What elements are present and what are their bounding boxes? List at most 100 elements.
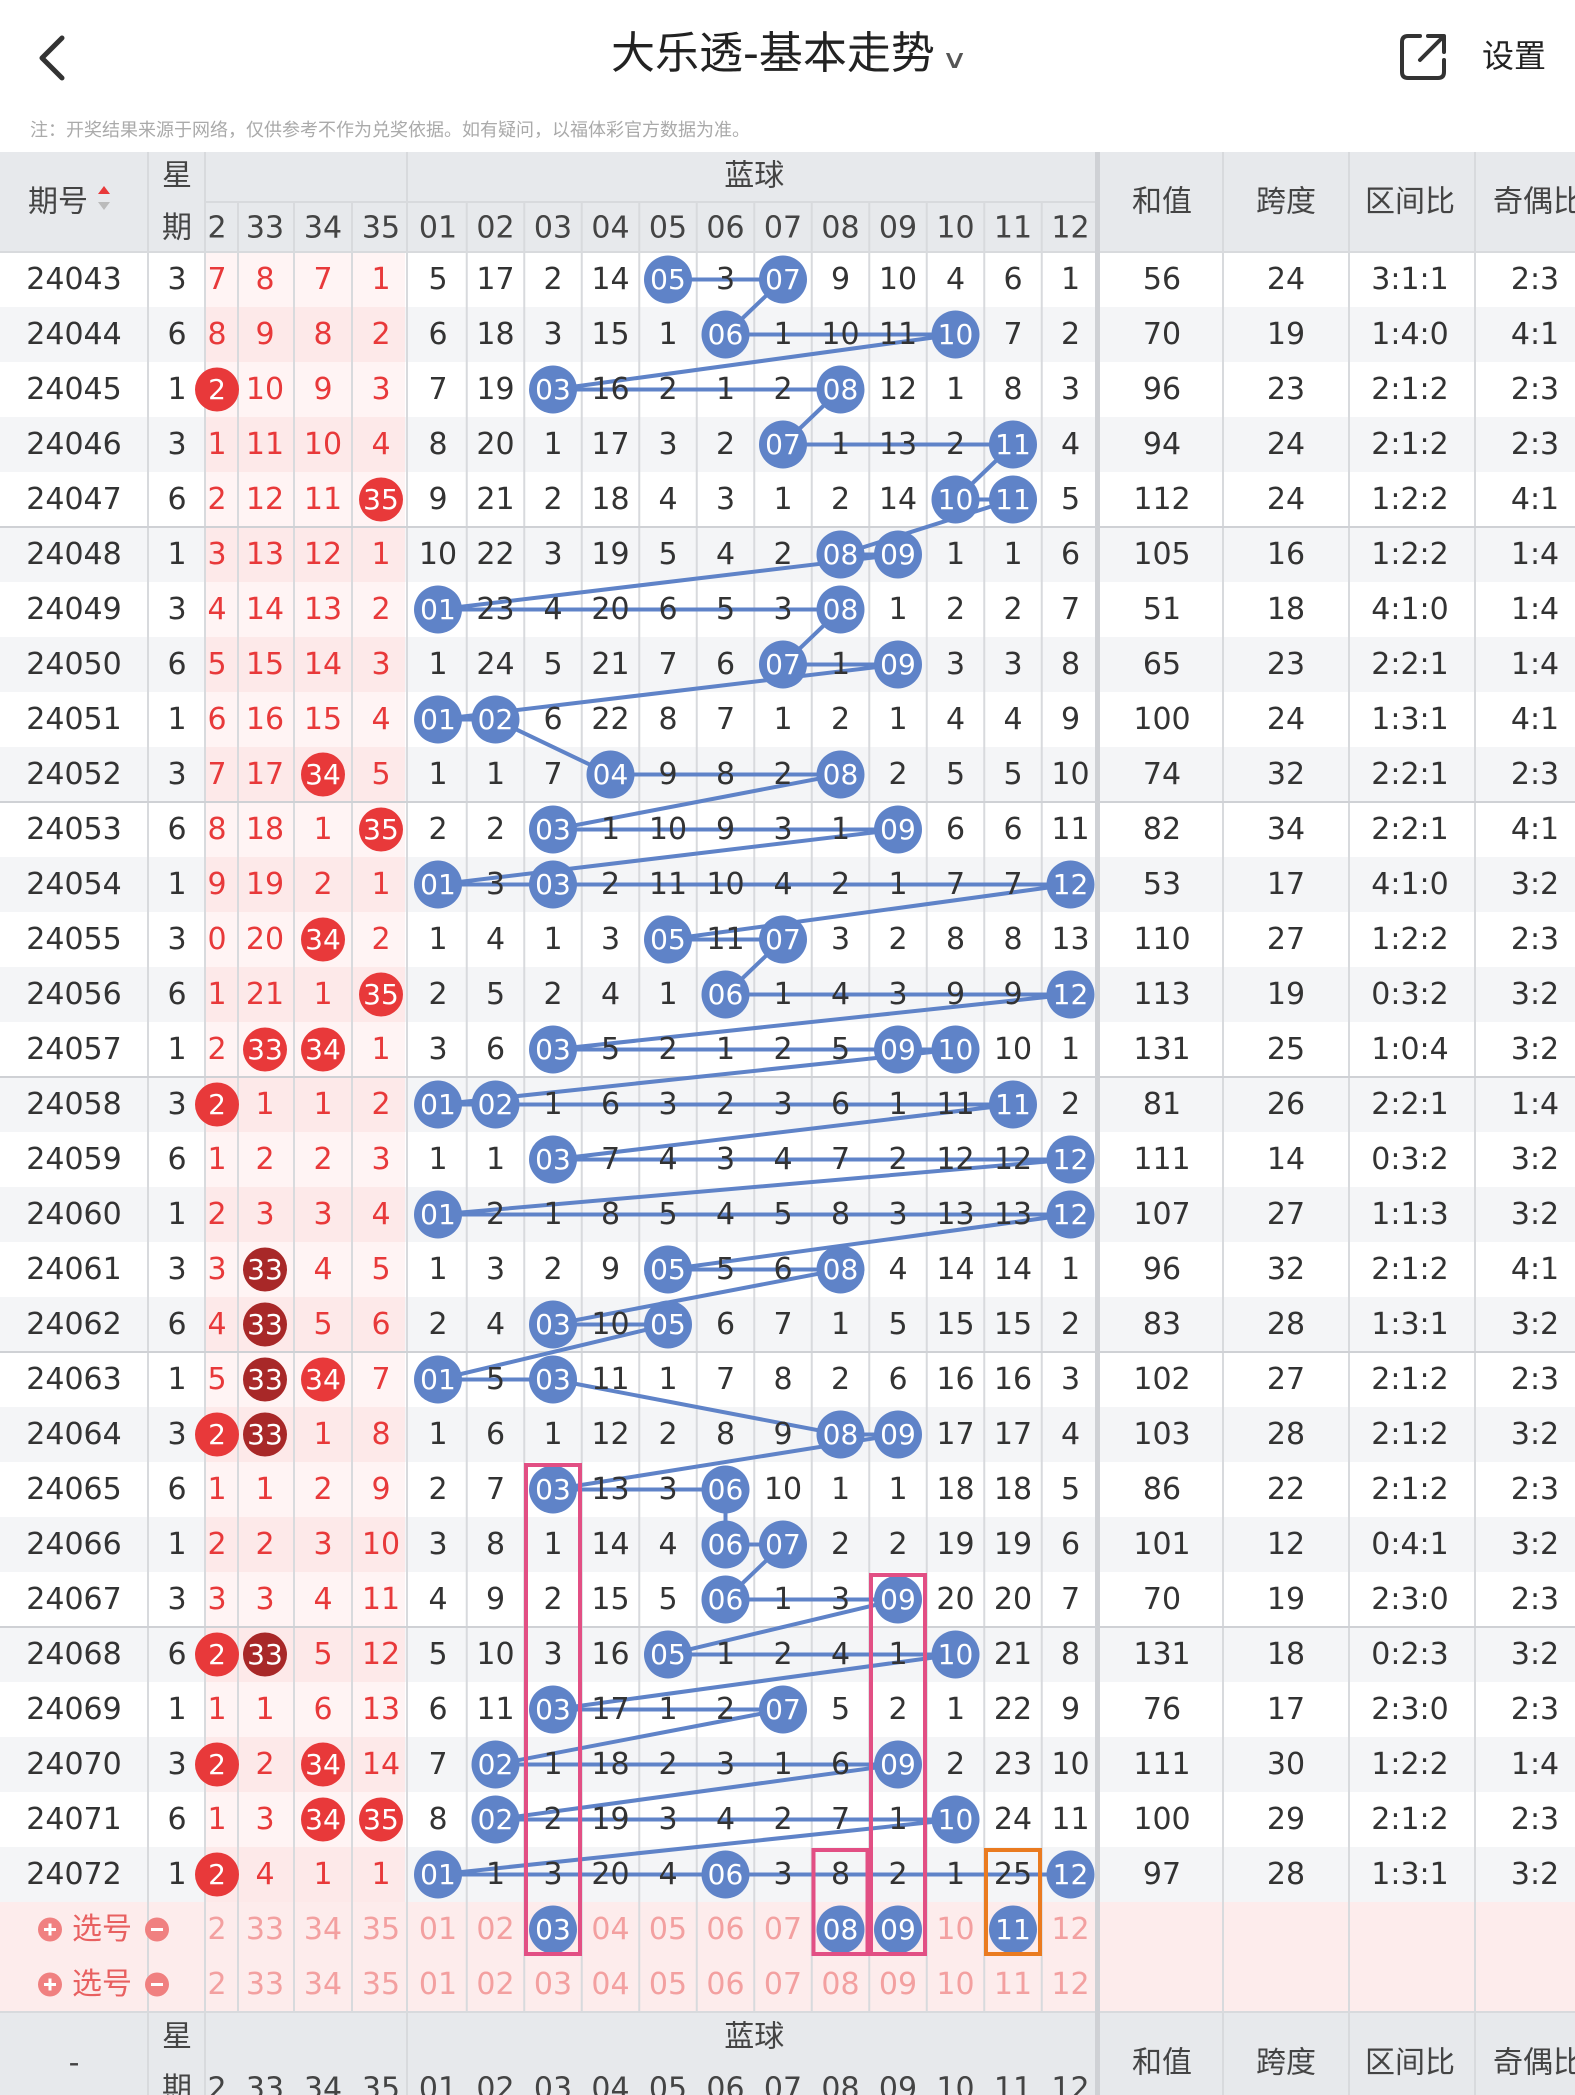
share-button[interactable] xyxy=(1398,30,1448,82)
blue-miss-value: 3 xyxy=(716,262,735,297)
blue-miss-value: 3 xyxy=(543,1857,562,1892)
pick-blue-option[interactable]: 10 xyxy=(936,1967,974,2002)
blue-miss-value: 3 xyxy=(658,1472,677,1507)
page-title[interactable]: 大乐透-基本走势 ∨ xyxy=(0,22,1575,92)
pick-front-option[interactable]: 35 xyxy=(362,1912,400,1947)
issue-header[interactable]: 期号 xyxy=(28,185,88,220)
highlight-box xyxy=(984,1848,1042,1956)
pick-blue-option[interactable]: 09 xyxy=(879,1967,917,2002)
blue-miss-value: 3 xyxy=(773,592,792,627)
span-value: 19 xyxy=(1267,317,1305,352)
pick-blue-option[interactable]: 12 xyxy=(1051,1967,1089,2002)
pick-front-option[interactable]: 2 xyxy=(207,1967,226,2002)
remove-pick-button[interactable] xyxy=(145,1972,169,1997)
blue-ball xyxy=(759,640,807,689)
blue-miss-value: 12 xyxy=(936,1142,974,1177)
selected-blue-ball[interactable] xyxy=(529,1905,577,1954)
blue-miss-value: 1 xyxy=(831,427,850,462)
zone-ratio: 2:2:1 xyxy=(1371,647,1448,682)
red-ball xyxy=(243,1302,287,1347)
blue-ball xyxy=(471,1740,520,1789)
pick-blue-option[interactable]: 02 xyxy=(476,1912,514,1947)
blue-ball-number: 03 xyxy=(535,868,571,901)
pick-front-option[interactable]: 34 xyxy=(304,1967,342,2002)
pick-blue-option[interactable]: 07 xyxy=(764,1912,802,1947)
oddeven-ratio: 3:2 xyxy=(1511,867,1559,902)
blue-ball xyxy=(529,805,577,854)
blue-miss-value: 4 xyxy=(716,537,735,572)
blue-miss-value: 10 xyxy=(706,867,744,902)
selected-blue-ball[interactable] xyxy=(989,1905,1037,1954)
front-miss-value: 7 xyxy=(313,262,332,297)
sum-value: 112 xyxy=(1133,482,1190,517)
front-miss-value: 1 xyxy=(255,1087,274,1122)
front-miss-value: 1 xyxy=(207,1802,226,1837)
blue-ball xyxy=(874,1575,922,1624)
settings-button[interactable]: 设置 xyxy=(1482,37,1547,75)
pick-blue-option[interactable]: 01 xyxy=(419,1967,457,2002)
selected-blue-number[interactable]: 08 xyxy=(823,1913,859,1946)
pick-blue-option[interactable]: 01 xyxy=(419,1912,457,1947)
selected-blue-number[interactable]: 09 xyxy=(880,1913,916,1946)
pick-blue-option[interactable]: 12 xyxy=(1051,1912,1089,1947)
pick-blue-option[interactable]: 03 xyxy=(534,1967,572,2002)
blue-miss-value: 13 xyxy=(1051,922,1089,957)
blue-miss-value: 22 xyxy=(591,702,629,737)
pick-blue-option[interactable]: 06 xyxy=(706,1967,744,2002)
blue-miss-value: 4 xyxy=(716,1802,735,1837)
blue-miss-value: 8 xyxy=(601,1197,620,1232)
pick-blue-option[interactable]: 02 xyxy=(476,1967,514,2002)
pick-blue-option[interactable]: 04 xyxy=(591,1912,629,1947)
add-pick-button[interactable] xyxy=(38,1972,62,1997)
pick-blue-option[interactable]: 06 xyxy=(706,1912,744,1947)
blue-miss-value: 2 xyxy=(773,372,792,407)
front-miss-value: 1 xyxy=(371,537,390,572)
zone-ratio: 2:1:2 xyxy=(1371,427,1448,462)
blue-ball xyxy=(586,750,635,799)
pick-blue-option[interactable]: 04 xyxy=(591,1967,629,2002)
blue-miss-value: 5 xyxy=(1003,757,1022,792)
blue-miss-value: 3 xyxy=(716,1142,735,1177)
red-ball-number: 35 xyxy=(363,978,399,1011)
pick-blue-option[interactable]: 05 xyxy=(649,1912,687,1947)
pick-front-option[interactable]: 33 xyxy=(246,1967,284,2002)
span-value: 24 xyxy=(1267,262,1305,297)
front-miss-value: 1 xyxy=(313,1857,332,1892)
pick-front-option[interactable]: 2 xyxy=(207,1912,226,1947)
blue-miss-value: 2 xyxy=(428,977,447,1012)
back-button[interactable] xyxy=(30,28,78,88)
selected-blue-ball[interactable] xyxy=(874,1905,922,1954)
front-miss-value: 4 xyxy=(371,1197,390,1232)
blue-ball-number: 08 xyxy=(823,593,859,626)
blue-miss-value: 3 xyxy=(658,427,677,462)
blue-miss-value: 1 xyxy=(486,1142,505,1177)
blue-miss-value: 18 xyxy=(476,317,514,352)
pick-blue-option[interactable]: 07 xyxy=(764,1967,802,2002)
selected-blue-number[interactable]: 03 xyxy=(535,1913,571,1946)
pick-front-option[interactable]: 34 xyxy=(304,1912,342,1947)
pick-front-option[interactable]: 35 xyxy=(362,1967,400,2002)
blue-miss-value: 3 xyxy=(773,812,792,847)
table-row: 24071 6 1 3 34 35 8 02 2 19 3 4 2 7 1 10 24 11 100 29 2:1:2 2… xyxy=(26,1795,1559,1844)
zone-ratio: 1:2:2 xyxy=(1371,1747,1448,1782)
selected-blue-number[interactable]: 11 xyxy=(995,1913,1031,1946)
selected-blue-ball[interactable] xyxy=(816,1905,865,1954)
table-row: 24062 6 4 33 5 6 2 4 03 10 05 6 7 1 5 15 15 2 83 28 1:3:1 3:2 xyxy=(26,1300,1559,1349)
front-miss-value: 1 xyxy=(255,1472,274,1507)
blue-ball-number: 02 xyxy=(478,703,514,736)
front-col-header: 34 xyxy=(304,211,342,246)
blue-miss-value: 2 xyxy=(658,1032,677,1067)
blue-ball-number: 03 xyxy=(535,1693,571,1726)
pick-blue-option[interactable]: 05 xyxy=(649,1967,687,2002)
span-value: 29 xyxy=(1267,1802,1305,1837)
remove-pick-button[interactable] xyxy=(145,1917,169,1942)
sort-icon[interactable] xyxy=(98,186,110,210)
pick-front-option[interactable]: 33 xyxy=(246,1912,284,1947)
pick-blue-option[interactable]: 10 xyxy=(936,1912,974,1947)
blue-miss-value: 5 xyxy=(716,1252,735,1287)
chevron-down-icon: ∨ xyxy=(941,45,968,75)
blue-ball xyxy=(1046,1135,1095,1184)
pick-blue-option[interactable]: 11 xyxy=(994,1967,1032,2002)
pick-blue-option[interactable]: 08 xyxy=(821,1967,859,2002)
add-pick-button[interactable] xyxy=(38,1917,62,1942)
